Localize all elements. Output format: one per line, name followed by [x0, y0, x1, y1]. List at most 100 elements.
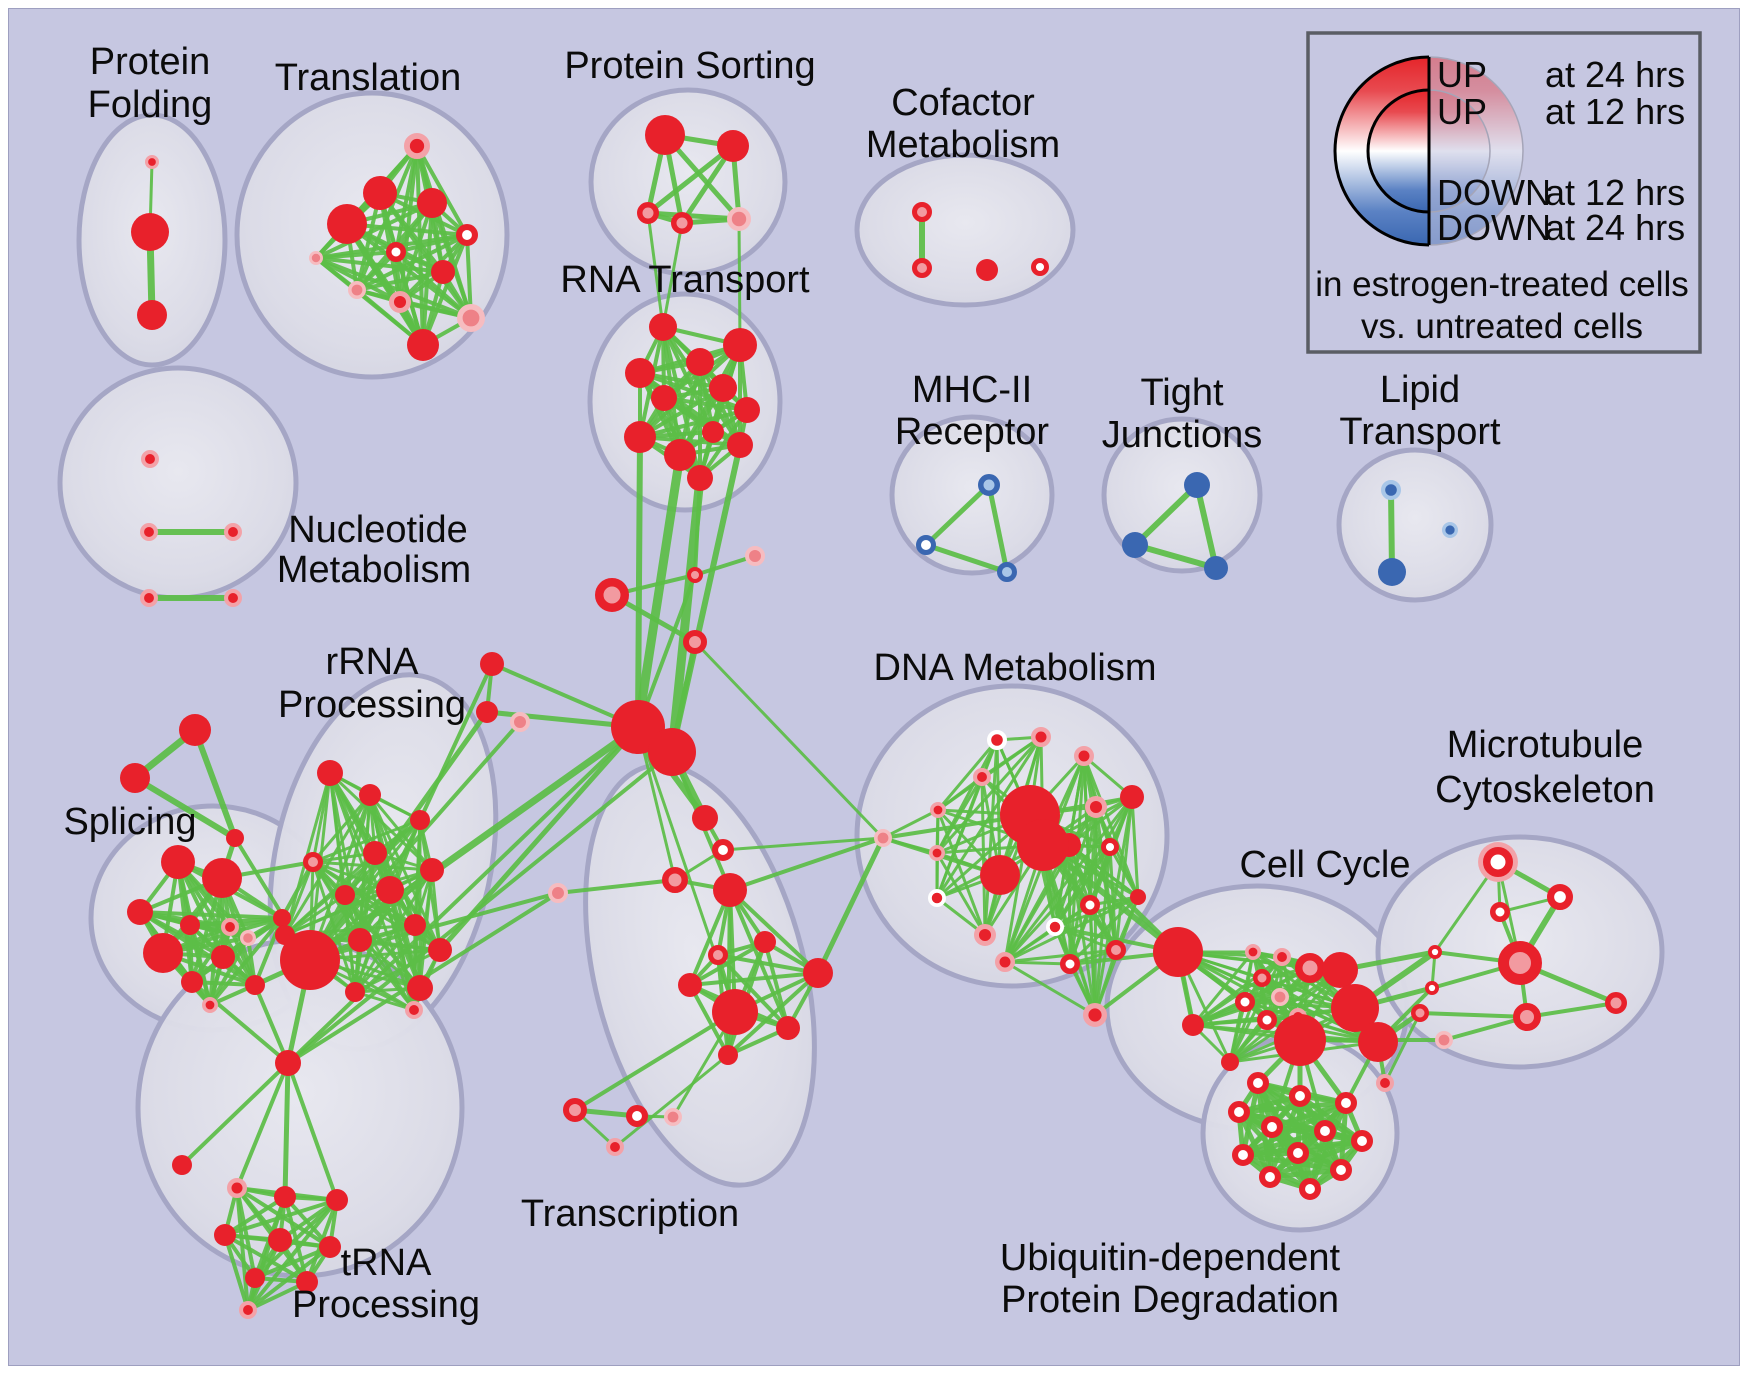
- network-node: [973, 768, 992, 787]
- network-edge: [815, 835, 886, 976]
- network-edge: [1132, 482, 1200, 548]
- network-node: [702, 421, 724, 443]
- network-node: [376, 876, 404, 904]
- legend-down-12-label: DOWN: [1437, 172, 1551, 213]
- network-node: [407, 975, 433, 1001]
- legend-up-24-label: UP: [1437, 54, 1487, 95]
- network-edge: [935, 775, 984, 900]
- network-node: [686, 348, 714, 376]
- cluster-label-cofactor-metabolism: Cofactor: [891, 82, 1035, 124]
- cluster-label-translation: Translation: [275, 57, 462, 99]
- network-node: [1335, 1092, 1358, 1115]
- network-node: [663, 1108, 682, 1127]
- network-node: [978, 474, 1000, 496]
- network-node: [359, 784, 381, 806]
- network-node: [973, 923, 996, 946]
- network-edge: [613, 1053, 730, 1149]
- network-node: [995, 952, 1015, 972]
- network-node: [172, 1155, 192, 1175]
- network-edge: [314, 201, 434, 260]
- cluster-label-splicing: Splicing: [63, 801, 196, 843]
- network-edge: [132, 775, 238, 841]
- network-node: [139, 523, 158, 542]
- network-node: [1153, 927, 1203, 977]
- network-node: [718, 1045, 738, 1065]
- cluster-lipid-transport: [1336, 447, 1494, 603]
- network-edge: [283, 893, 347, 937]
- network-node: [976, 259, 998, 281]
- network-edge: [190, 980, 290, 1065]
- legend-box: UP UP DOWN DOWN at 24 hrs at 12 hrs at 1…: [1306, 31, 1702, 354]
- network-node: [1314, 1120, 1337, 1143]
- network-node: [664, 439, 696, 471]
- network-edge: [208, 936, 250, 1007]
- node-layer: [120, 115, 1627, 1320]
- network-node: [624, 421, 656, 453]
- network-edge: [1525, 1001, 1618, 1019]
- network-edge: [223, 1233, 250, 1312]
- network-edge: [1383, 1011, 1422, 1085]
- network-edge: [394, 250, 473, 320]
- network-edge: [1066, 842, 1181, 955]
- network-node: [1082, 1003, 1107, 1028]
- cluster-label-lipid-transport: Transport: [1339, 411, 1501, 453]
- cluster-label-mhc-ii-receptor: Receptor: [895, 411, 1050, 453]
- network-node: [335, 885, 355, 905]
- network-node: [687, 567, 703, 583]
- network-edge: [307, 709, 490, 963]
- network-node: [1031, 727, 1051, 747]
- network-edge: [344, 221, 426, 348]
- network-node: [327, 204, 367, 244]
- network-node: [226, 829, 244, 847]
- network-node: [211, 945, 235, 969]
- network-edge: [314, 256, 473, 320]
- cluster-label-ubiquitin-degradation: Ubiquitin-dependent: [1000, 1237, 1341, 1279]
- network-node: [223, 589, 242, 608]
- network-node: [245, 975, 265, 995]
- network-edge: [415, 144, 469, 237]
- network-edge: [995, 738, 1002, 877]
- network-node: [734, 397, 760, 423]
- network-edge: [1130, 795, 1140, 899]
- network-node: [776, 1016, 800, 1040]
- cluster-tight-junctions: [1101, 416, 1263, 574]
- network-node: [1100, 837, 1119, 856]
- network-node: [929, 801, 946, 818]
- network-node: [274, 1186, 296, 1208]
- network-node: [1030, 258, 1049, 277]
- network-edge: [1067, 795, 1134, 847]
- network-node: [404, 1001, 423, 1020]
- network-node: [1046, 918, 1065, 937]
- network-node: [280, 930, 340, 990]
- network-node: [1130, 889, 1146, 905]
- cluster-nucleotide-metabolism: [57, 365, 299, 601]
- legend-down-24-time: at 24 hrs: [1545, 207, 1685, 248]
- network-node: [420, 858, 444, 882]
- network-edge: [161, 916, 284, 955]
- network-node: [137, 300, 167, 330]
- network-edge: [1194, 482, 1219, 571]
- network-node: [1232, 1144, 1255, 1167]
- network-edge: [646, 211, 665, 329]
- cluster-cofactor-metabolism: [854, 152, 1076, 308]
- network-edge: [314, 250, 398, 260]
- network-node: [1483, 847, 1513, 877]
- cluster-label-cofactor-metabolism: Metabolism: [866, 124, 1060, 166]
- cluster-label-protein-sorting: Protein Sorting: [564, 45, 815, 87]
- network-node: [717, 130, 749, 162]
- network-edge: [418, 662, 494, 822]
- network-edge: [556, 878, 677, 895]
- network-edge: [228, 925, 257, 987]
- cluster-label-trna-processing: tRNA: [341, 1242, 432, 1284]
- network-edge: [763, 940, 790, 1030]
- network-node: [431, 260, 455, 284]
- network-node: [296, 1271, 318, 1293]
- network-node: [727, 432, 753, 458]
- network-node: [651, 385, 677, 411]
- network-node: [1376, 1074, 1395, 1093]
- network-node: [455, 223, 478, 246]
- network-edge: [306, 723, 642, 964]
- network-edge: [311, 793, 372, 864]
- network-node: [1228, 1101, 1251, 1124]
